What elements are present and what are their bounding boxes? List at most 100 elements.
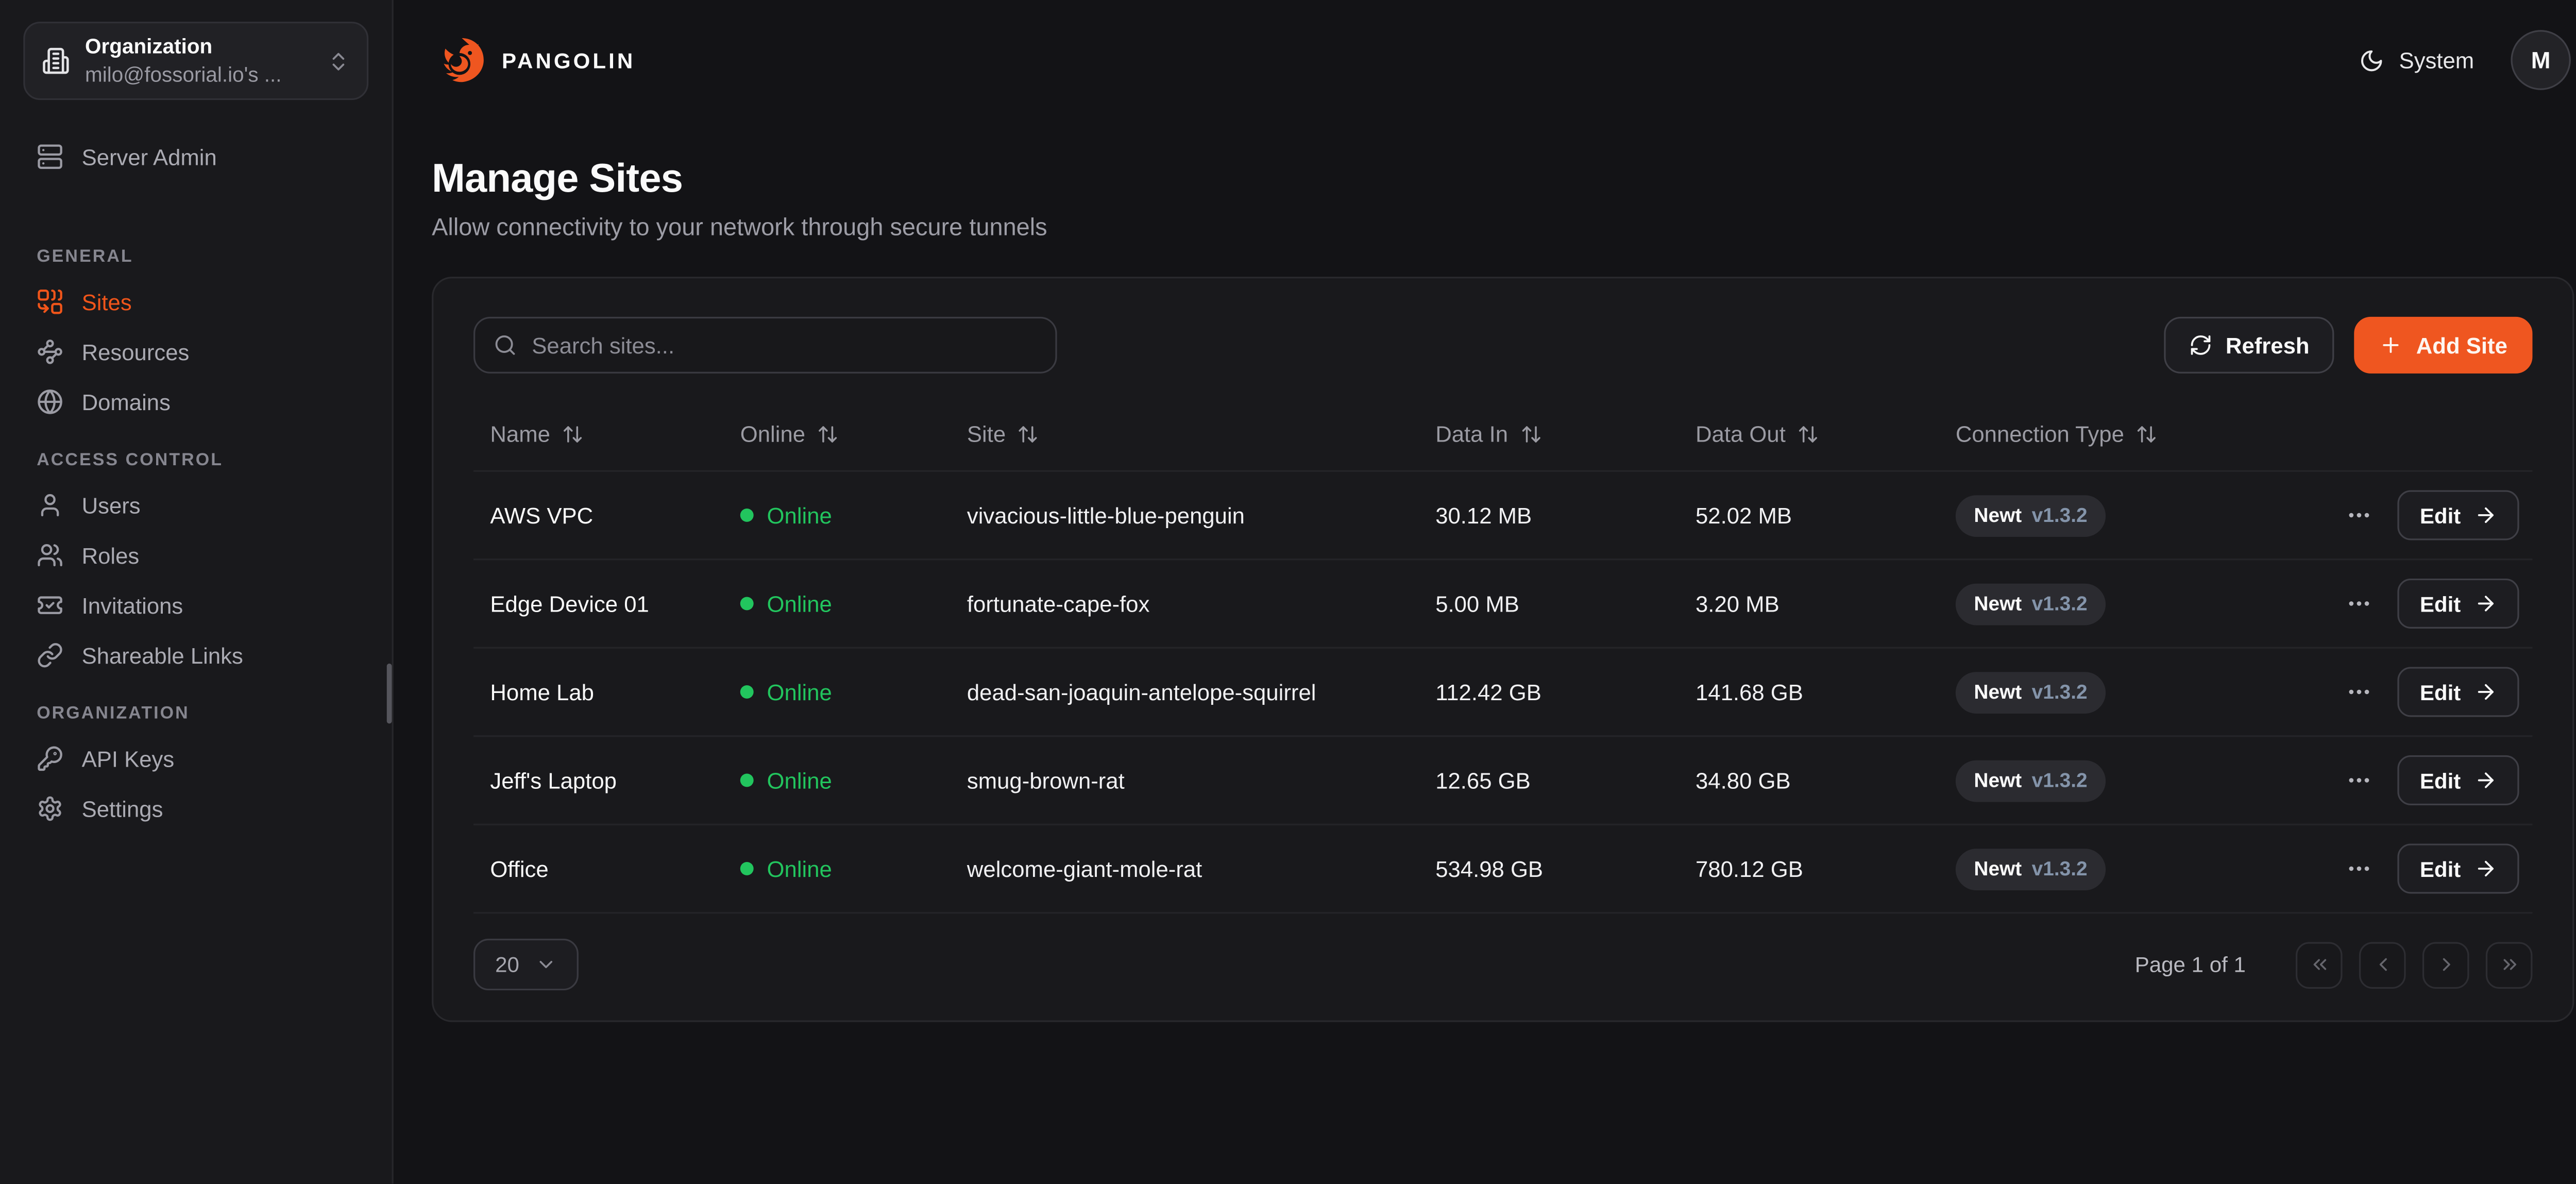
sidebar-item-sites[interactable]: Sites (23, 277, 368, 327)
column-header-data-out[interactable]: Data Out (1679, 422, 1939, 447)
org-switcher[interactable]: Organization milo@fossorial.io's ... (23, 22, 369, 100)
globe-icon (38, 390, 62, 414)
next-page-button[interactable] (2422, 941, 2469, 988)
nav-section-access-control: ACCESS CONTROL (37, 450, 224, 470)
column-header-connection-type[interactable]: Connection Type (1939, 422, 2222, 447)
data-out: 34.80 GB (1696, 768, 1791, 793)
pangolin-logo-icon (444, 38, 484, 82)
row-menu-button[interactable] (2346, 679, 2373, 705)
first-page-button[interactable] (2295, 941, 2343, 988)
site-id: fortunate-cape-fox (967, 591, 1150, 616)
sidebar-item-settings[interactable]: Settings (23, 784, 368, 834)
edit-button[interactable]: Edit (2398, 578, 2519, 629)
sidebar-item-label: Invitations (81, 593, 183, 618)
row-actions: Edit (2223, 490, 2533, 540)
sidebar-item-label: Server Admin (81, 144, 217, 170)
sidebar-item-domains[interactable]: Domains (23, 377, 368, 427)
table-header-row: Name Online Site Data In Data Out Connec… (473, 398, 2533, 472)
connection-version: v1.3.2 (2031, 768, 2088, 792)
key-icon (38, 746, 62, 771)
online-dot-icon (740, 773, 754, 787)
last-page-button[interactable] (2485, 941, 2533, 988)
column-header-online[interactable]: Online (723, 422, 950, 447)
online-dot-icon (740, 685, 754, 699)
data-in: 12.65 GB (1435, 768, 1531, 793)
edit-button[interactable]: Edit (2398, 843, 2519, 894)
edit-button[interactable]: Edit (2398, 490, 2519, 540)
table-footer: 20 Page 1 of 1 (473, 938, 2533, 991)
connection-version: v1.3.2 (2031, 591, 2088, 616)
edit-button[interactable]: Edit (2398, 667, 2519, 717)
column-header-data-in[interactable]: Data In (1419, 422, 1679, 447)
status-badge: Online (767, 768, 832, 793)
edit-label: Edit (2419, 768, 2461, 793)
nav-section-general: GENERAL (37, 246, 133, 267)
table-row[interactable]: Home Lab Online dead-san-joaquin-antelop… (473, 649, 2533, 737)
combine-icon (38, 289, 62, 314)
add-site-button[interactable]: Add Site (2354, 316, 2533, 374)
data-in: 30.12 MB (1435, 502, 1532, 528)
ellipsis-icon (2349, 601, 2370, 606)
sidebar-scrollbar[interactable] (386, 663, 392, 724)
sidebar-item-resources[interactable]: Resources (23, 327, 368, 377)
sort-icon (1019, 426, 1038, 443)
sites-card: Refresh Add Site Name Online Site Data I… (432, 277, 2574, 1022)
status-badge: Online (767, 591, 832, 616)
connection-type-cell: Newt v1.3.2 (1939, 848, 2222, 890)
page-content: Manage Sites Allow connectivity to your … (394, 120, 2576, 1022)
sidebar-item-label: Shareable Links (81, 642, 243, 668)
edit-label: Edit (2419, 591, 2461, 616)
waypoints-icon (38, 340, 62, 364)
refresh-button[interactable]: Refresh (2164, 316, 2335, 374)
column-label: Name (490, 421, 550, 447)
topbar: PANGOLIN System M (394, 0, 2576, 120)
sidebar-item-shareable-links[interactable]: Shareable Links (23, 630, 368, 680)
site-id: welcome-giant-mole-rat (967, 856, 1202, 882)
card-toolbar: Refresh Add Site (473, 316, 2533, 374)
sidebar-item-label: Resources (81, 339, 190, 365)
connection-badge: Newt v1.3.2 (1955, 582, 2106, 624)
edit-label: Edit (2419, 679, 2461, 705)
chevrons-up-down-icon (332, 52, 345, 70)
column-header-site[interactable]: Site (951, 422, 1419, 447)
table-row[interactable]: Jeff's Laptop Online smug-brown-rat 12.6… (473, 737, 2533, 825)
page-size-select[interactable]: 20 (473, 938, 580, 991)
user-avatar[interactable]: M (2511, 30, 2571, 90)
sidebar-item-api-keys[interactable]: API Keys (23, 734, 368, 784)
sidebar-item-server-admin[interactable]: Server Admin (23, 132, 368, 182)
table-row[interactable]: Edge Device 01 Online fortunate-cape-fox… (473, 560, 2533, 649)
column-label: Data In (1435, 421, 1509, 447)
search-icon (495, 335, 515, 355)
edit-button[interactable]: Edit (2398, 755, 2519, 805)
chevron-right-icon (2442, 958, 2450, 971)
sidebar-nav: Server Admin GENERAL Sites Resources Dom… (23, 100, 368, 834)
page-title: Manage Sites (432, 157, 683, 202)
row-actions: Edit (2223, 755, 2533, 805)
connection-type-cell: Newt v1.3.2 (1939, 759, 2222, 801)
search-box (473, 316, 1057, 374)
theme-toggle-button[interactable]: System (2359, 47, 2474, 73)
row-menu-button[interactable] (2346, 767, 2373, 794)
connection-type-cell: Newt v1.3.2 (1939, 582, 2222, 624)
row-menu-button[interactable] (2346, 502, 2373, 529)
site-name: AWS VPC (490, 502, 594, 528)
sidebar-item-users[interactable]: Users (23, 480, 368, 530)
sidebar-item-roles[interactable]: Roles (23, 530, 368, 580)
connection-version: v1.3.2 (2031, 857, 2088, 881)
sort-icon (564, 426, 582, 443)
column-header-name[interactable]: Name (473, 422, 723, 447)
previous-page-button[interactable] (2359, 941, 2406, 988)
row-menu-button[interactable] (2346, 590, 2373, 617)
table-row[interactable]: Office Online welcome-giant-mole-rat 534… (473, 825, 2533, 914)
connection-version: v1.3.2 (2031, 680, 2088, 704)
connection-name: Newt (1974, 591, 2022, 616)
data-out: 141.68 GB (1696, 679, 1803, 705)
column-label: Connection Type (1955, 421, 2124, 447)
online-dot-icon (740, 862, 754, 875)
sidebar-item-invitations[interactable]: Invitations (23, 580, 368, 630)
sidebar-item-label: Settings (81, 796, 163, 821)
table-row[interactable]: AWS VPC Online vivacious-little-blue-pen… (473, 472, 2533, 561)
server-icon (38, 144, 62, 169)
search-input[interactable] (532, 332, 1037, 358)
row-menu-button[interactable] (2346, 855, 2373, 882)
